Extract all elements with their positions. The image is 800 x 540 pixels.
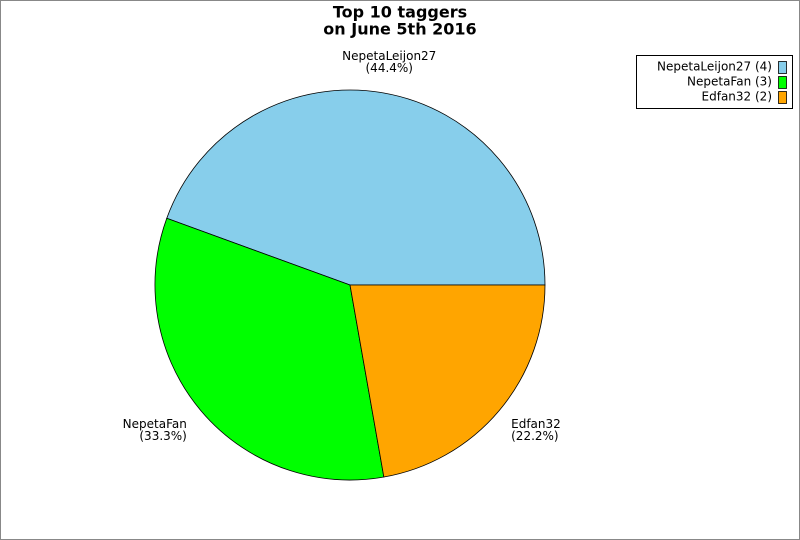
- pie-slice: [154, 217, 385, 481]
- legend-label: NepetaFan (3): [687, 75, 772, 89]
- pie-slice: [349, 284, 546, 478]
- legend-box: [636, 55, 793, 109]
- chart-title: Top 10 taggers: [333, 3, 467, 22]
- legend-swatch: [778, 61, 787, 74]
- slice-label: NepetaLeijon27: [342, 49, 436, 63]
- legend-swatch: [778, 76, 787, 89]
- legend-label: NepetaLeijon27 (4): [657, 60, 772, 74]
- slice-label: NepetaFan: [123, 417, 187, 431]
- pie-slice: [166, 89, 546, 286]
- slice-percent: (44.4%): [366, 61, 413, 75]
- legend-label: Edfan32 (2): [702, 90, 772, 104]
- legend-swatch: [778, 91, 787, 104]
- slice-percent: (22.2%): [511, 429, 558, 443]
- chart-subtitle: on June 5th 2016: [323, 20, 476, 39]
- slice-label: Edfan32: [511, 417, 561, 431]
- slice-percent: (33.3%): [139, 429, 186, 443]
